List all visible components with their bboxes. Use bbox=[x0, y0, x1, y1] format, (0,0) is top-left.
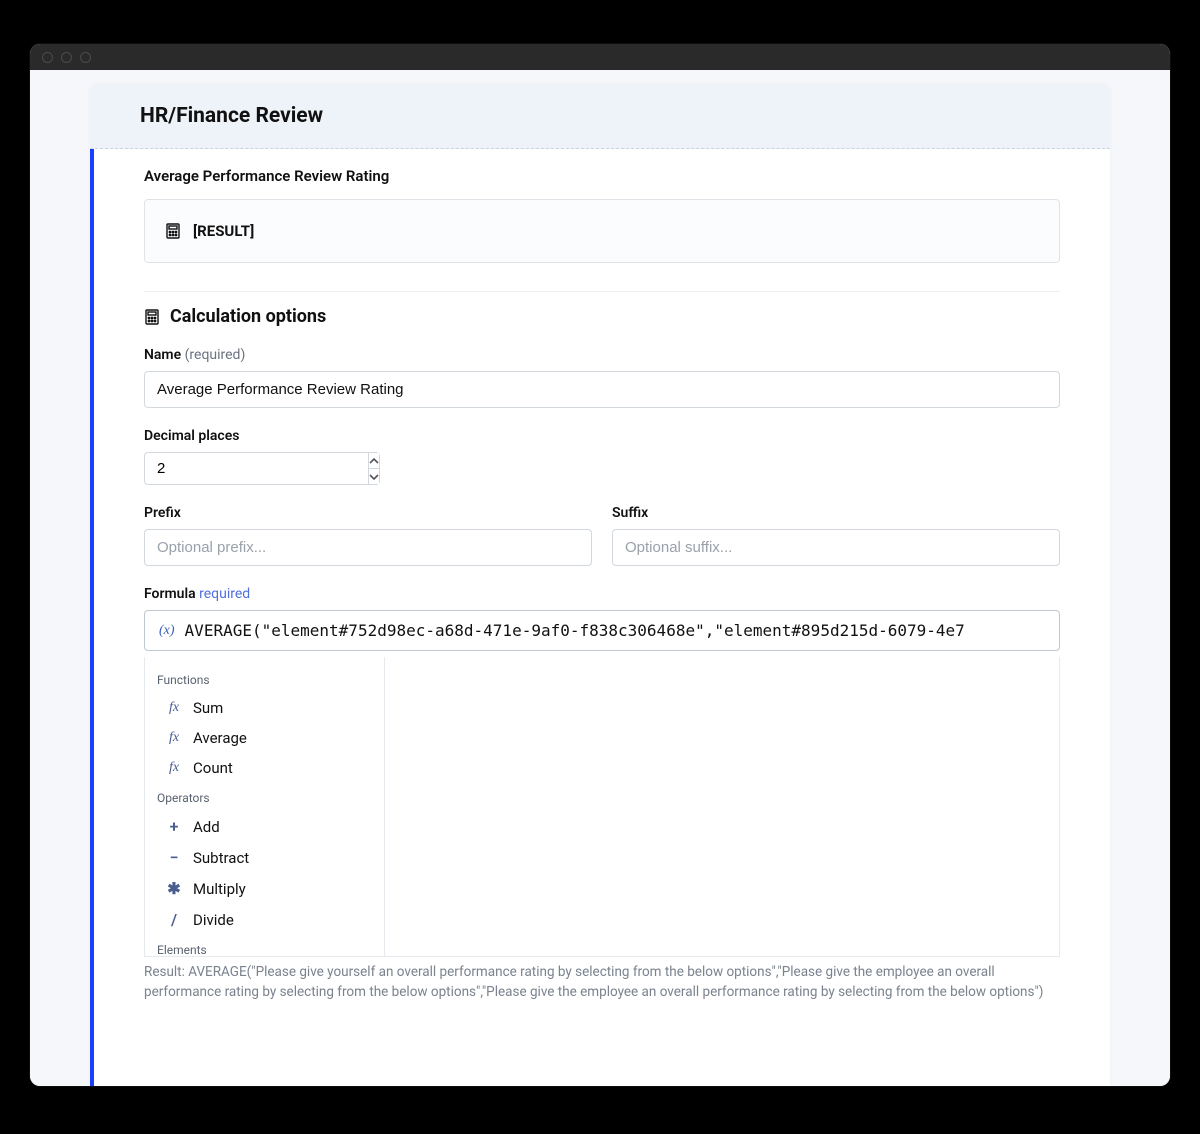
operator-icon: + bbox=[165, 817, 183, 836]
function-item-sum[interactable]: fx Sum bbox=[145, 693, 384, 723]
operator-label: Subtract bbox=[193, 849, 249, 867]
prefix-input[interactable] bbox=[144, 529, 592, 566]
decimal-label: Decimal places bbox=[144, 428, 1060, 444]
calculation-options-heading: Calculation options bbox=[144, 306, 1060, 327]
operator-item-subtract[interactable]: −Subtract bbox=[145, 842, 384, 873]
functions-group-title: Functions bbox=[145, 665, 384, 693]
suggestions-detail-pane bbox=[385, 657, 1059, 956]
operators-group-title: Operators bbox=[145, 783, 384, 811]
operator-icon: ✱ bbox=[165, 879, 183, 898]
function-item-average[interactable]: fx Average bbox=[145, 723, 384, 753]
formula-field: Formula required (x) AVERAGE("element#75… bbox=[144, 586, 1060, 957]
operator-label: Multiply bbox=[193, 880, 246, 898]
operator-icon: / bbox=[165, 910, 183, 929]
prefix-field: Prefix bbox=[144, 505, 592, 566]
suggestions-sidebar: Functions fxSumfxAveragefxCount Operator… bbox=[145, 657, 385, 956]
function-label: Count bbox=[193, 759, 233, 777]
traffic-light-close[interactable] bbox=[42, 52, 53, 63]
prefix-suffix-row: Prefix Suffix bbox=[144, 505, 1060, 586]
calculator-icon bbox=[144, 309, 160, 325]
name-input[interactable] bbox=[144, 371, 1060, 408]
page-title: HR/Finance Review bbox=[140, 104, 1060, 128]
prefix-label: Prefix bbox=[144, 505, 592, 521]
card-header: HR/Finance Review bbox=[90, 84, 1110, 149]
decimal-field: Decimal places bbox=[144, 428, 1060, 485]
function-item-count[interactable]: fx Count bbox=[145, 753, 384, 783]
operator-item-add[interactable]: + Add bbox=[145, 811, 384, 842]
suffix-field: Suffix bbox=[612, 505, 1060, 566]
operator-label: Divide bbox=[193, 911, 234, 929]
function-label: Average bbox=[193, 729, 247, 747]
stepper-up-button[interactable] bbox=[369, 453, 379, 469]
fx-icon: (x) bbox=[159, 623, 175, 639]
suffix-label: Suffix bbox=[612, 505, 1060, 521]
stepper-down-button[interactable] bbox=[369, 469, 379, 484]
name-label: Name (required) bbox=[144, 347, 1060, 363]
name-field: Name (required) bbox=[144, 347, 1060, 408]
operator-item-divide[interactable]: / Divide bbox=[145, 904, 384, 935]
preview-label: Average Performance Review Rating bbox=[144, 167, 1060, 185]
elements-group-title: Elements bbox=[145, 935, 384, 956]
function-label: Sum bbox=[193, 699, 223, 717]
name-required-hint: (required) bbox=[185, 347, 246, 363]
chevron-down-icon bbox=[369, 474, 379, 480]
divider bbox=[144, 291, 1060, 292]
decimal-stepper bbox=[144, 452, 354, 485]
app-body: HR/Finance Review Average Performance Re… bbox=[30, 70, 1170, 1086]
window-titlebar bbox=[30, 44, 1170, 70]
formula-input[interactable]: (x) AVERAGE("element#752d98ec-a68d-471e-… bbox=[144, 610, 1060, 651]
formula-label: Formula required bbox=[144, 586, 1060, 602]
operator-label: Add bbox=[193, 818, 220, 836]
fx-icon: fx bbox=[165, 700, 183, 716]
form-card: HR/Finance Review Average Performance Re… bbox=[90, 84, 1110, 1086]
fx-icon: fx bbox=[165, 730, 183, 746]
stepper-buttons bbox=[368, 452, 380, 485]
suffix-input[interactable] bbox=[612, 529, 1060, 566]
operator-item-multiply[interactable]: ✱ Multiply bbox=[145, 873, 384, 904]
fx-icon: fx bbox=[165, 760, 183, 776]
chevron-up-icon bbox=[369, 458, 379, 464]
decimal-input[interactable] bbox=[144, 452, 368, 485]
formula-result-readout: Result: AVERAGE("Please give yourself an… bbox=[144, 957, 1060, 1002]
traffic-light-minimize[interactable] bbox=[61, 52, 72, 63]
formula-required-hint: required bbox=[199, 586, 250, 602]
calculator-icon bbox=[165, 223, 181, 239]
result-preview-box: [RESULT] bbox=[144, 199, 1060, 263]
operator-icon: − bbox=[165, 848, 183, 867]
app-window: HR/Finance Review Average Performance Re… bbox=[30, 44, 1170, 1086]
calculation-options-title: Calculation options bbox=[170, 306, 326, 327]
formula-suggestions-panel: Functions fxSumfxAveragefxCount Operator… bbox=[144, 657, 1060, 957]
formula-text: AVERAGE("element#752d98ec-a68d-471e-9af0… bbox=[185, 621, 965, 640]
card-content: Average Performance Review Rating [RESUL… bbox=[90, 149, 1110, 1086]
traffic-light-zoom[interactable] bbox=[80, 52, 91, 63]
result-placeholder-text: [RESULT] bbox=[193, 222, 254, 240]
